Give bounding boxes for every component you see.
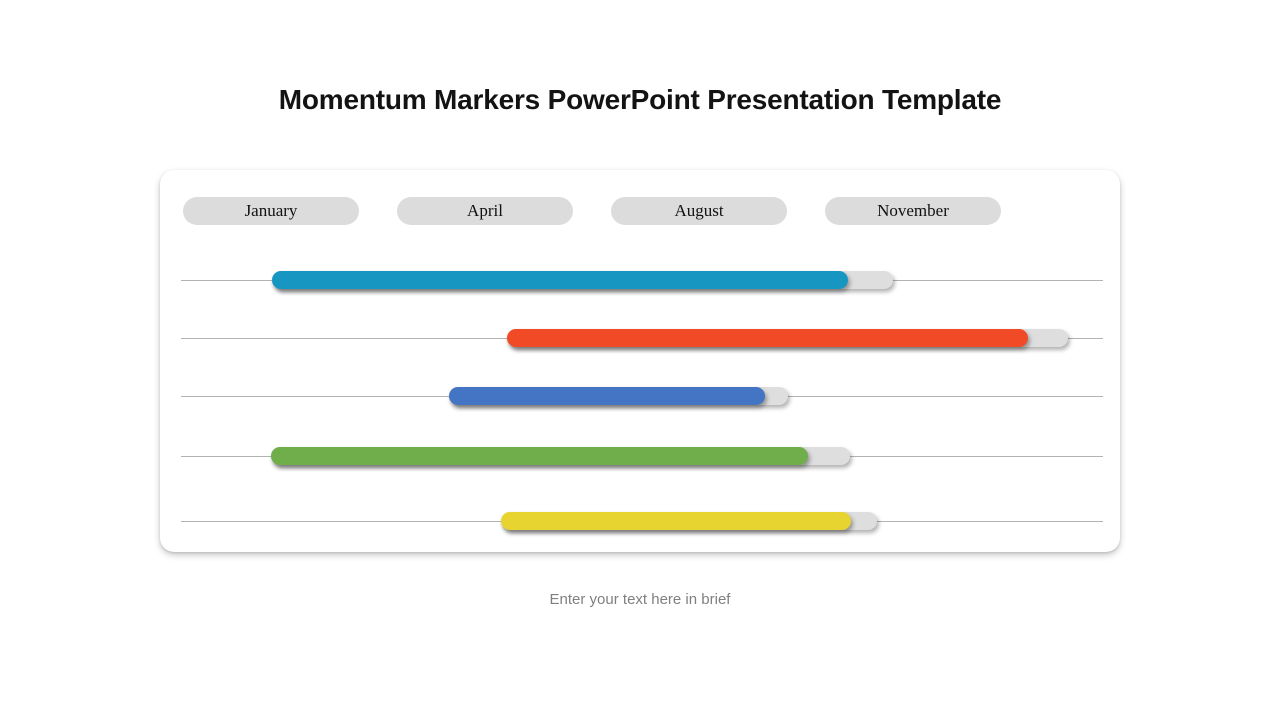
timeline-bar[interactable] — [272, 271, 893, 289]
month-label-pill[interactable]: November — [825, 197, 1001, 225]
month-label-pill[interactable]: January — [183, 197, 359, 225]
timeline-bar[interactable] — [271, 447, 850, 465]
page-title: Momentum Markers PowerPoint Presentation… — [278, 84, 1002, 115]
timeline-bar[interactable] — [501, 512, 877, 530]
timeline-bar[interactable] — [449, 387, 788, 405]
timeline-bar-fill[interactable] — [507, 329, 1028, 347]
footer-caption: Enter your text here in brief — [549, 591, 731, 608]
timeline-card: January April August November — [160, 170, 1120, 552]
timeline-bar-fill[interactable] — [501, 512, 851, 530]
month-label-text: January — [244, 201, 298, 220]
timeline-bar-fill[interactable] — [272, 271, 848, 289]
month-label-text: April — [467, 201, 503, 220]
month-label-text: November — [877, 201, 949, 220]
month-label-text: August — [674, 201, 724, 220]
timeline-bar[interactable] — [507, 329, 1068, 347]
timeline-bar-fill[interactable] — [271, 447, 808, 465]
month-label-pill[interactable]: August — [611, 197, 787, 225]
month-label-pill[interactable]: April — [397, 197, 573, 225]
timeline-bar-fill[interactable] — [449, 387, 765, 405]
